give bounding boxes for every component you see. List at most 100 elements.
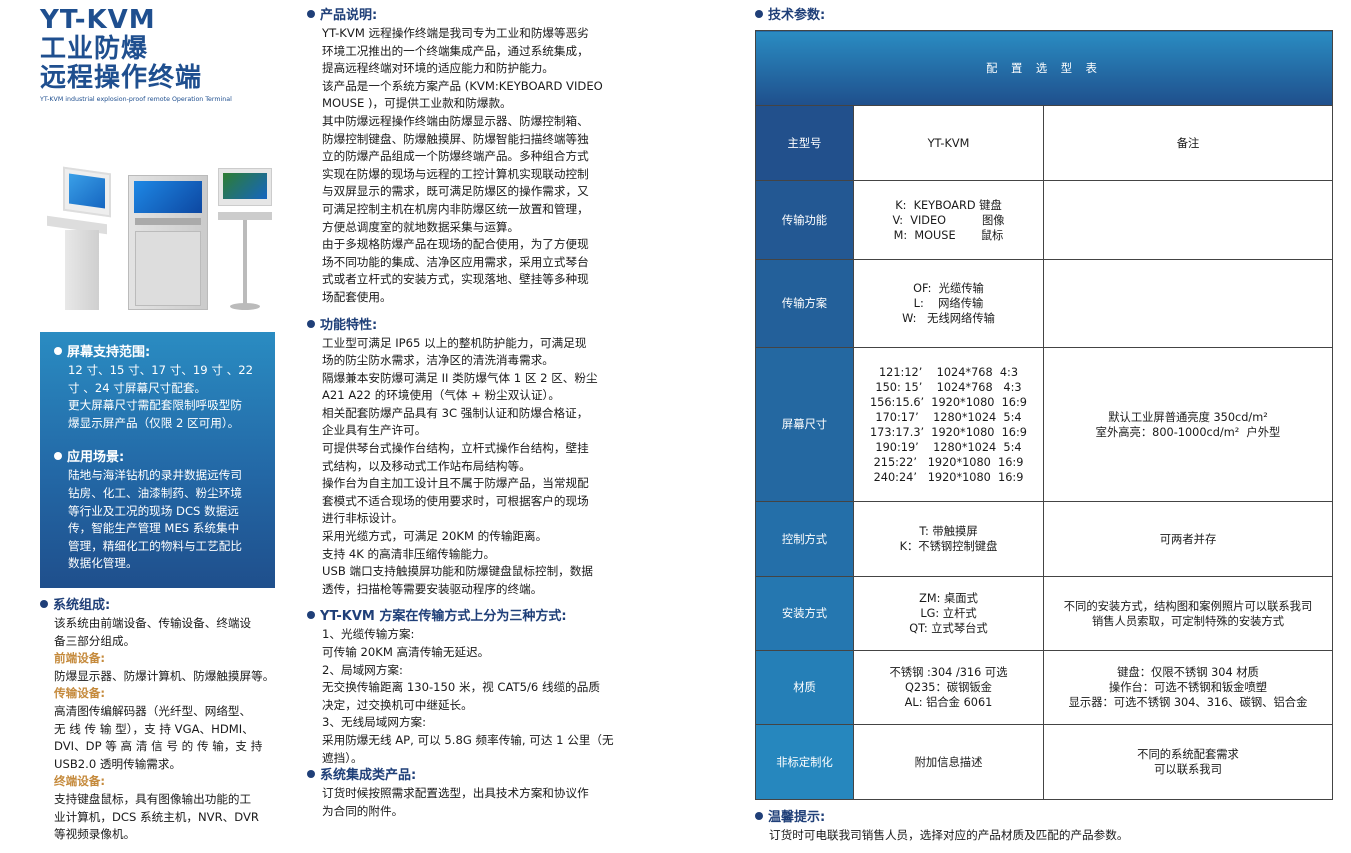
text-line: 管理，精细化工的物料与工艺配比 <box>68 538 242 553</box>
model-cell-text: OF: 光缆传输 L: 网络传输 W: 无线网络传输 <box>902 282 995 325</box>
front-label: 前端设备: <box>54 651 106 666</box>
model-cell-text: YT-KVM <box>927 136 970 150</box>
bullet-icon <box>307 10 315 18</box>
text-line: 方便总调度室的就地数据采集与运算。 <box>322 219 520 234</box>
tech-heading-text: 技术参数: <box>768 8 826 23</box>
text-line: DVI、DP 等 高 清 信 号 的 传 输，支 持 <box>54 739 263 754</box>
text-line: 更大屏幕尺寸需配套限制呼吸型防 <box>68 398 242 413</box>
bullet-icon <box>307 611 315 620</box>
features-heading: 功能特性: <box>307 317 614 335</box>
product-description: YT-KVM 远程操作终端是我司专为工业和防爆等恶劣 环境工况推出的一个终端集成产… <box>307 25 614 307</box>
kiosk-pole-image <box>218 168 273 313</box>
text-line: 无 线 传 输 型），支 持 VGA、HDMI、 <box>54 721 254 736</box>
note-cell: 可两者并存 <box>1043 501 1333 577</box>
text-line: 决定，过交换机可中继延长。 <box>322 697 473 712</box>
row-label: 传输功能 <box>755 180 854 260</box>
text-line: 钻房、化工、油漆制药、粉尘环境 <box>68 485 242 500</box>
bullet-icon <box>307 319 315 328</box>
text-line: 寸 、24 寸屏幕尺寸配套。 <box>68 380 207 395</box>
brand-title-line2: 工业防爆 <box>40 34 149 64</box>
note-cell-text: 备注 <box>1176 136 1200 150</box>
table-title: 配 置 选 型 表 <box>755 30 1333 106</box>
scene-heading-text: 应用场景: <box>67 450 125 466</box>
text-line: USB 端口支持触摸屏功能和防爆键盘鼠标控制，数据 <box>322 564 593 579</box>
text-line: 场配套使用。 <box>322 289 392 304</box>
text-line: 防爆控制键盘、防爆触摸屏、防爆智能扫描终端等独 <box>322 131 589 146</box>
model-cell-text: T: 带触摸屏 K：不锈钢控制键盘 <box>899 525 998 553</box>
config-table: 配 置 选 型 表 主型号 YT-KVM 备注传输功能 K: KEYBOARD 键盘 … <box>755 30 1333 800</box>
table-row: 屏幕尺寸 121:12’ 1024*768 4:3 150: 15’ 1024*7… <box>755 347 1333 502</box>
text-line: 采用防爆无线 AP, 可以 5.8G 频率传输, 可达 1 公里（无 <box>322 732 614 747</box>
row-label-text: 屏幕尺寸 <box>781 418 828 431</box>
text-line: 3、无线局域网方案: <box>322 715 427 730</box>
note-cell: 不同的安装方式，结构图和案例照片可以联系我司 销售人员索取，可定制特殊的安装方式 <box>1043 576 1333 651</box>
integration-text: 订货时候按照需求配置选型，出具技术方案和协议作 为合同的附件。 <box>307 785 614 820</box>
term-label: 终端设备: <box>54 774 106 789</box>
text-line: 12 寸、15 寸、17 寸、19 寸 、22 <box>68 363 253 377</box>
text-line: 数据化管理。 <box>68 556 138 571</box>
text-line: 进行非标设计。 <box>322 511 404 526</box>
system-section: 系统组成: 该系统由前端设备、传输设备、终端设 备三部分组成。 前端设备: 防爆… <box>40 597 274 844</box>
row-label-text: 控制方式 <box>781 532 828 546</box>
text-line: 业计算机，DCS 系统主机，NVR、DVR <box>54 809 259 824</box>
text-line: USB2.0 透明传输需求。 <box>54 756 182 771</box>
note-cell: 默认工业屏普通亮度 350cd/m² 室外高亮：800-1000cd/m² 户外… <box>1043 347 1333 502</box>
text-line: 环境工况推出的一个终端集成产品，通过系统集成， <box>322 43 589 58</box>
table-row: 非标定制化 附加信息描述 不同的系统配套需求 可以联系我司 <box>755 724 1333 800</box>
product-photos <box>40 160 275 315</box>
text-line: 场的防尘防水需求，洁净区的清洗消毒需求。 <box>322 353 554 368</box>
text-line: 支持 4K 的高清非压缩传输能力。 <box>322 546 496 561</box>
model-cell: 附加信息描述 <box>853 724 1044 800</box>
text-line: 企业具有生产许可。 <box>322 423 427 438</box>
row-label-text: 材质 <box>793 681 816 694</box>
text-line: 由于多规格防爆产品在现场的配合使用，为了方便现 <box>322 237 589 252</box>
model-cell: 不锈钢 :304 /316 可选 Q235：碳钢钣金 AL: 铝合金 6061 <box>853 650 1044 725</box>
text-line: 等行业及工况的现场 DCS 数据远 <box>68 503 239 518</box>
model-cell: K: KEYBOARD 键盘 V: VIDEO 图像 M: MOUSE 鼠标 <box>853 180 1044 260</box>
text-line: 场不同功能的集成、洁净区应用需求，采用立式琴台 <box>322 254 589 269</box>
note-cell <box>1043 180 1333 260</box>
table-row: 材质 不锈钢 :304 /316 可选 Q235：碳钢钣金 AL: 铝合金 606… <box>755 650 1333 725</box>
model-cell: OF: 光缆传输 L: 网络传输 W: 无线网络传输 <box>853 259 1044 348</box>
brand-subtitle: YT-KVM industrial explosion-proof remote… <box>40 96 232 103</box>
integration-heading: 系统集成类产品: <box>307 767 614 785</box>
model-cell-text: 附加信息描述 <box>914 755 983 769</box>
middle-column: 产品说明: YT-KVM 远程操作终端是我司专为工业和防爆等恶劣 环境工况推出的一… <box>307 7 614 820</box>
note-cell-text: 不同的系统配套需求 可以联系我司 <box>1137 748 1239 776</box>
row-label-text: 主型号 <box>787 136 822 150</box>
model-cell-text: K: KEYBOARD 键盘 V: VIDEO 图像 M: MOUSE 鼠标 <box>892 198 1005 242</box>
text-line: 为合同的附件。 <box>322 803 404 818</box>
features-list: 工业型可满足 IP65 以上的整机防护能力，可满足现 场的防尘防水需求，洁净区的清… <box>307 335 614 599</box>
bullet-icon <box>54 452 62 461</box>
screen-heading: 屏幕支持范围: <box>54 344 275 362</box>
row-label: 控制方式 <box>755 501 854 577</box>
model-cell: ZM: 桌面式 LG: 立杆式 QT: 立式琴台式 <box>853 576 1044 651</box>
text-line: 与双屏显示的需求，既可满足防爆区的操作需求，又 <box>322 184 589 199</box>
text-line: 提高远程终端对环境的适应能力和防护能力。 <box>322 61 554 76</box>
row-label: 主型号 <box>755 105 854 181</box>
text-line: 可提供琴台式操作台结构，立杆式操作台结构，壁挂 <box>322 441 589 456</box>
note-cell: 不同的系统配套需求 可以联系我司 <box>1043 724 1333 800</box>
table-row: 传输功能 K: KEYBOARD 键盘 V: VIDEO 图像 M: MOUSE … <box>755 180 1333 260</box>
text-line: 工业型可满足 IP65 以上的整机防护能力，可满足现 <box>322 335 587 350</box>
row-label-text: 非标定制化 <box>776 755 833 769</box>
text-line: 采用光缆方式，可满足 20KM 的传输距离。 <box>322 529 548 544</box>
tip-section: 温馨提示: 订货时可电联我司销售人员，选择对应的产品材质及匹配的产品参数。 <box>755 809 1128 845</box>
tip-heading: 温馨提示: <box>755 809 1128 827</box>
bullet-icon <box>307 770 315 779</box>
feature-box: 屏幕支持范围: 12 寸、15 寸、17 寸、19 寸 、22 寸 、24 寸屏… <box>40 332 275 588</box>
product-heading-text: 产品说明: <box>320 8 378 23</box>
text-line: 可满足控制主机在机房内非防爆区统一放置和管理， <box>322 201 589 216</box>
model-cell: T: 带触摸屏 K：不锈钢控制键盘 <box>853 501 1044 577</box>
text-line: 透传，扫描枪等需要安装驱动程序的终端。 <box>322 581 543 596</box>
text-line: 套模式不适合现场的使用要求时，可根据客户的现场 <box>322 493 589 508</box>
note-cell <box>1043 259 1333 348</box>
bullet-icon <box>755 10 763 18</box>
text-line: 式或者立杆式的安装方式，实现落地、壁挂等多种现 <box>322 272 589 287</box>
table-row: 安装方式 ZM: 桌面式 LG: 立杆式 QT: 立式琴台式 不同的安装方式，结构图… <box>755 576 1333 651</box>
text-line: 支持键盘鼠标，具有图像输出功能的工 <box>54 791 252 806</box>
text-line: 该系统由前端设备、传输设备、终端设 <box>54 616 252 630</box>
bullet-icon <box>54 347 62 355</box>
kiosk-desk-image <box>45 165 115 313</box>
modes-heading-text: YT-KVM 方案在传输方式上分为三种方式: <box>320 609 567 625</box>
